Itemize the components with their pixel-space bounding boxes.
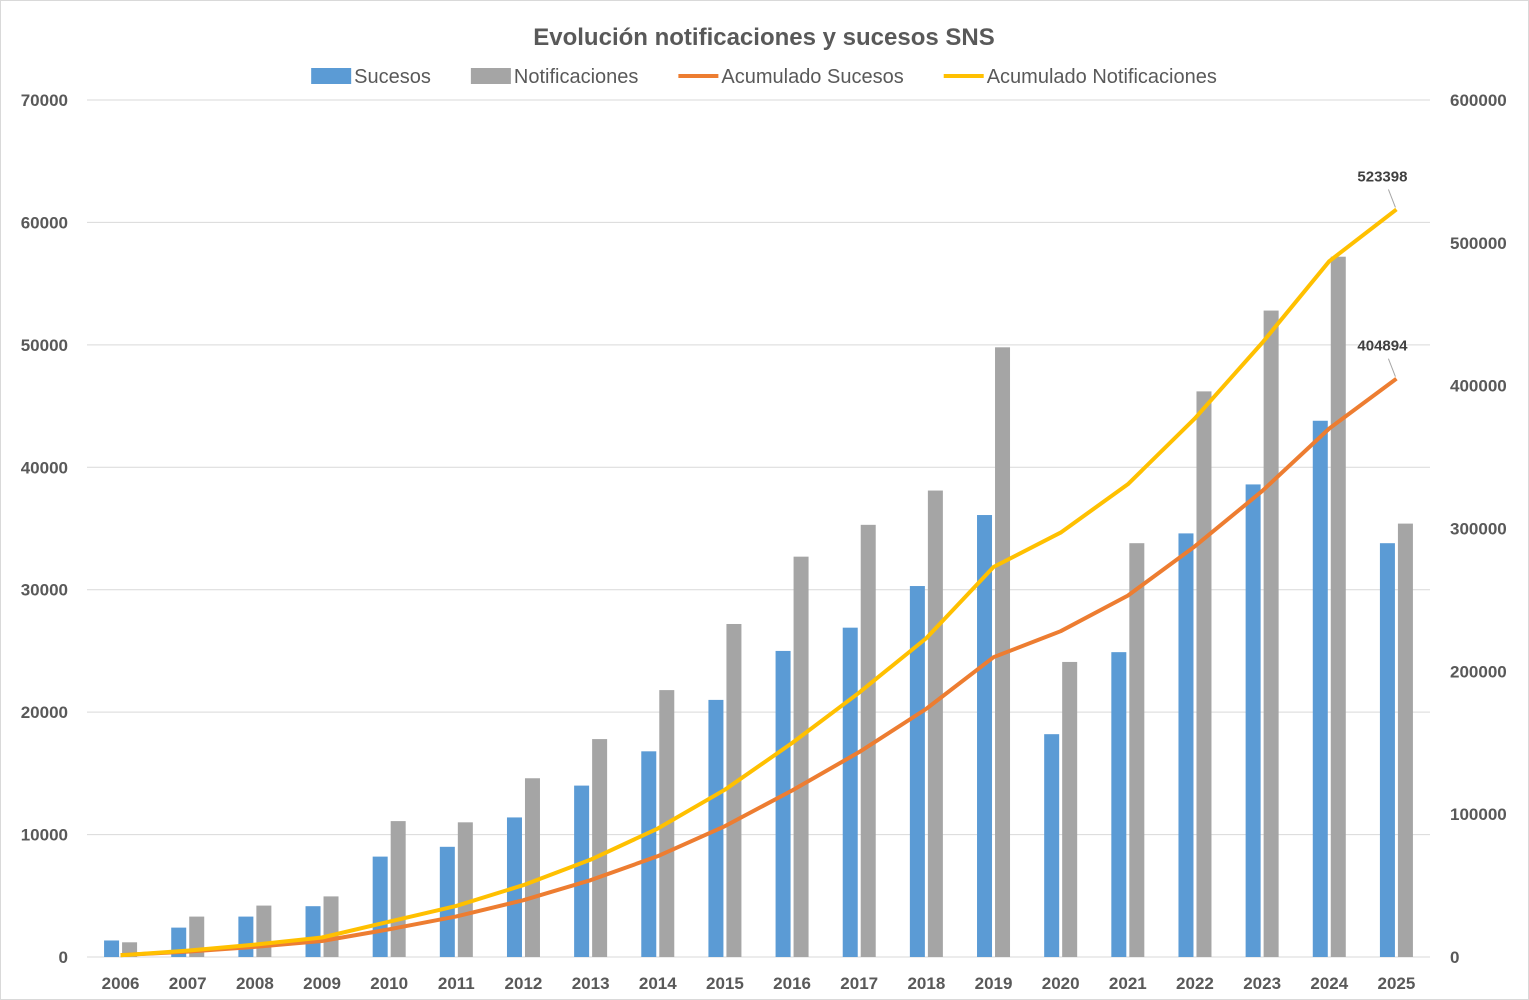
y-right-tick-label: 0: [1450, 948, 1459, 967]
bar-sucesos-2014: [641, 751, 657, 957]
y-left-tick-label: 40000: [21, 458, 68, 477]
x-tick-label: 2019: [975, 974, 1013, 993]
bar-sucesos-2017: [842, 627, 858, 957]
bar-notificaciones-2020: [1062, 661, 1078, 957]
bar-sucesos-2020: [1044, 734, 1060, 957]
bar-sucesos-2023: [1245, 484, 1261, 957]
y-right-tick-label: 500000: [1450, 234, 1507, 253]
y-right-tick-label: 600000: [1450, 91, 1507, 110]
y-left-tick-label: 0: [59, 948, 68, 967]
legend-label: Notificaciones: [514, 66, 639, 88]
data-label-leader: [1387, 358, 1396, 377]
x-tick-label: 2008: [236, 974, 274, 993]
legend-item-acumulado-notificaciones: Acumulado Notificaciones: [943, 66, 1217, 88]
bar-notificaciones-2018: [927, 490, 943, 957]
y-right-tick-label: 200000: [1450, 662, 1507, 681]
legend-item-acumulado-sucesos: Acumulado Sucesos: [678, 66, 904, 88]
line-acumulado-notificaciones: [120, 207, 1398, 958]
bar-sucesos-2013: [574, 785, 590, 957]
x-tick-label: 2014: [639, 974, 677, 993]
legend-item-sucesos: Sucesos: [311, 66, 431, 88]
bar-notificaciones-2012: [524, 778, 540, 957]
bar-notificaciones-2007: [189, 916, 205, 957]
x-tick-label: 2021: [1109, 974, 1147, 993]
legend-item-notificaciones: Notificaciones: [470, 66, 639, 88]
x-tick-label: 2012: [505, 974, 543, 993]
x-tick-label: 2022: [1176, 974, 1214, 993]
bar-notificaciones-2008: [256, 905, 272, 957]
bar-sucesos-2010: [372, 856, 388, 957]
bar-notificaciones-2017: [860, 524, 876, 957]
y-left-tick-label: 30000: [21, 581, 68, 600]
x-tick-label: 2010: [370, 974, 408, 993]
bar-notificaciones-2010: [390, 821, 406, 957]
bar-notificaciones-2021: [1129, 543, 1145, 957]
x-tick-label: 2018: [907, 974, 945, 993]
bar-sucesos-2021: [1111, 652, 1127, 957]
bar-notificaciones-2025: [1397, 523, 1413, 957]
x-tick-label: 2006: [102, 974, 140, 993]
bar-sucesos-2006: [104, 940, 120, 957]
bar-notificaciones-2024: [1330, 256, 1346, 957]
bar-sucesos-2025: [1379, 543, 1395, 957]
x-tick-label: 2013: [572, 974, 610, 993]
x-tick-label: 2025: [1378, 974, 1416, 993]
x-tick-label: 2007: [169, 974, 207, 993]
data-label-acumulado-notificaciones: 523398: [1357, 168, 1407, 185]
legend-swatch: [311, 68, 352, 84]
x-tick-label: 2011: [438, 974, 475, 993]
y-right-tick-label: 300000: [1450, 520, 1507, 539]
x-tick-label: 2017: [840, 974, 878, 993]
bar-sucesos-2019: [977, 515, 993, 957]
y-right-tick-label: 100000: [1450, 805, 1507, 824]
y-left-tick-label: 50000: [21, 336, 68, 355]
bar-notificaciones-2009: [323, 896, 339, 957]
bar-notificaciones-2023: [1263, 310, 1279, 957]
bar-sucesos-2018: [909, 586, 925, 957]
y-right-tick-label: 400000: [1450, 377, 1507, 396]
x-tick-label: 2024: [1310, 974, 1348, 993]
data-label-leader: [1387, 189, 1396, 208]
y-left-tick-label: 60000: [21, 213, 68, 232]
x-tick-label: 2023: [1243, 974, 1281, 993]
bar-sucesos-2011: [439, 846, 455, 957]
bar-sucesos-2024: [1312, 420, 1328, 958]
bar-sucesos-2022: [1178, 533, 1194, 957]
bar-notificaciones-2011: [457, 822, 473, 957]
y-left-tick-label: 70000: [21, 91, 68, 110]
x-tick-label: 2016: [773, 974, 811, 993]
bar-notificaciones-2015: [726, 623, 742, 957]
bar-notificaciones-2016: [793, 556, 809, 957]
y-left-tick-label: 10000: [21, 826, 68, 845]
legend-label: Sucesos: [354, 66, 431, 88]
chart-title: Evolución notificaciones y sucesos SNS: [533, 24, 994, 51]
bar-notificaciones-2013: [592, 739, 608, 957]
x-tick-label: 2009: [303, 974, 341, 993]
legend-swatch: [470, 68, 511, 84]
bar-sucesos-2016: [775, 650, 791, 957]
legend-label: Acumulado Sucesos: [721, 66, 903, 88]
legend-label: Acumulado Notificaciones: [987, 66, 1217, 88]
line-acumulado-sucesos: [120, 377, 1398, 958]
x-tick-label: 2020: [1042, 974, 1080, 993]
x-tick-label: 2015: [706, 974, 744, 993]
y-left-tick-label: 20000: [21, 703, 68, 722]
bar-sucesos-2008: [238, 916, 254, 957]
bar-notificaciones-2022: [1196, 391, 1212, 957]
bar-sucesos-2009: [305, 906, 321, 957]
data-label-acumulado-sucesos: 404894: [1357, 338, 1408, 355]
